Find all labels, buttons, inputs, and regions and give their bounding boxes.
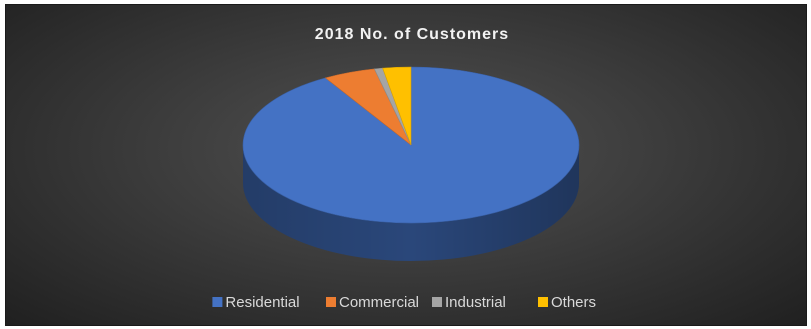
legend-swatch — [212, 297, 223, 307]
pie-slices — [242, 66, 580, 224]
chart-area: 2018 No. of Customers Residential Commerc… — [5, 4, 807, 326]
legend-swatch — [432, 297, 442, 307]
legend: Residential Commercial Industrial Others — [212, 294, 596, 311]
pie-side-shade — [243, 145, 579, 261]
legend-label: Others — [551, 294, 596, 311]
pie-chart: 2018 No. of Customers Residential Commerc… — [212, 26, 596, 311]
legend-item-industrial: Industrial — [432, 294, 506, 311]
legend-item-commercial: Commercial — [326, 294, 419, 311]
legend-swatch — [326, 297, 336, 307]
legend-item-others: Others — [538, 294, 596, 311]
chart-title: 2018 No. of Customers — [315, 26, 509, 43]
legend-label: Industrial — [445, 294, 506, 311]
legend-label: Residential — [225, 294, 299, 311]
pie-slice-others — [382, 66, 412, 146]
legend-item-residential: Residential — [212, 294, 300, 311]
pie-sides — [243, 145, 579, 261]
legend-swatch — [538, 297, 548, 307]
legend-label: Commercial — [339, 294, 419, 311]
